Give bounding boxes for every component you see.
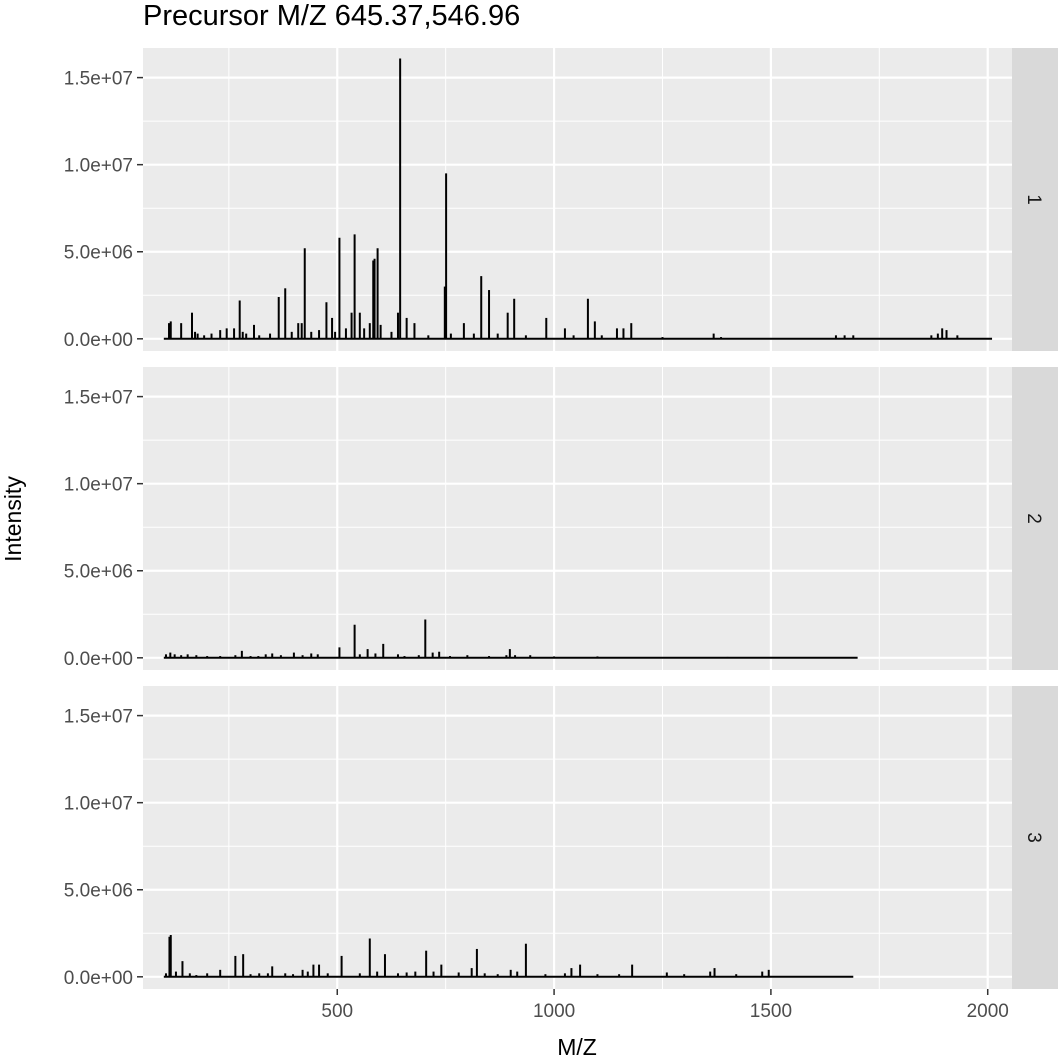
x-tick-label: 500 — [321, 1001, 353, 1022]
x-axis-title: M/Z — [557, 1034, 597, 1057]
facet-strip — [1012, 686, 1058, 989]
facet-panel-1: 0.0e+00 5.0e+06 1.0e+07 1.5e+07 1 — [64, 48, 1058, 351]
facet-strip-label: 2 — [1023, 513, 1044, 524]
y-tick-label: 0.0e+00 — [64, 968, 133, 989]
facet-panel-3: 0.0e+00 5.0e+06 1.0e+07 1.5e+07 3 — [64, 686, 1058, 989]
y-tick-label: 1.5e+07 — [64, 69, 133, 90]
y-tick-label: 1.0e+07 — [64, 794, 133, 815]
y-tick-label: 5.0e+06 — [64, 881, 133, 902]
facets-layer: 0.0e+00 5.0e+06 1.0e+07 1.5e+07 1 0.0e+00 5.0e… — [64, 48, 1058, 989]
y-tick-label: 1.5e+07 — [64, 388, 133, 409]
spectrum-peaks — [164, 935, 770, 977]
y-tick-label: 0.0e+00 — [64, 649, 133, 670]
facet-strip — [1012, 367, 1058, 670]
spectrum-peaks — [168, 58, 959, 339]
chart-title: Precursor M/Z 645.37,546.96 — [143, 0, 520, 32]
facet-panel-2: 0.0e+00 5.0e+06 1.0e+07 1.5e+07 2 — [64, 367, 1058, 670]
x-tick-label: 1000 — [533, 1001, 575, 1022]
panel-background — [143, 367, 1012, 670]
facet-strip — [1012, 48, 1058, 351]
x-axis: 500 1000 1500 2000 — [321, 989, 1009, 1022]
panel-background — [143, 48, 1012, 351]
facet-strip-label: 1 — [1023, 194, 1044, 205]
panel-background — [143, 686, 1012, 989]
y-axis-title: Intensity — [0, 476, 26, 562]
y-tick-label: 1.5e+07 — [64, 707, 133, 728]
y-tick-label: 1.0e+07 — [64, 475, 133, 496]
y-tick-label: 1.0e+07 — [64, 156, 133, 177]
x-tick-label: 2000 — [967, 1001, 1009, 1022]
y-tick-label: 0.0e+00 — [64, 330, 133, 351]
facet-strip-label: 3 — [1023, 832, 1044, 843]
spectrum-peaks — [164, 619, 729, 658]
y-tick-label: 5.0e+06 — [64, 243, 133, 264]
y-tick-label: 5.0e+06 — [64, 562, 133, 583]
x-tick-label: 1500 — [750, 1001, 792, 1022]
